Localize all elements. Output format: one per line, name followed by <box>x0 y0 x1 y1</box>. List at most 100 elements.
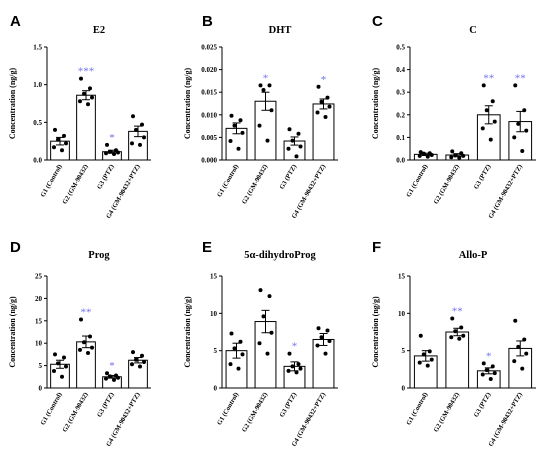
x-category-label: G3 (PTZ) <box>473 164 493 191</box>
data-point <box>427 349 432 354</box>
data-point <box>294 370 299 375</box>
x-category-label: G2 (GM-90432) <box>241 164 269 206</box>
data-point <box>138 364 142 369</box>
data-point <box>286 368 291 373</box>
data-point <box>315 110 320 115</box>
y-tick-label: 0.005 <box>201 134 217 142</box>
y-tick-label: 0.010 <box>201 111 217 119</box>
y-tick-label: 15 <box>210 273 218 281</box>
data-point <box>298 144 303 149</box>
data-point <box>240 352 245 357</box>
chart-panel-a: A E2 Concentration (ng/g) 0.0 0.5 1.0 1.5 G1 (C… <box>8 13 151 220</box>
data-point <box>79 76 83 81</box>
significance-marker: ** <box>483 72 494 84</box>
y-tick-label: 0.5 <box>396 44 405 52</box>
data-point <box>319 335 324 340</box>
y-tick-label: 15 <box>35 317 43 325</box>
data-point <box>450 316 455 321</box>
data-point <box>130 141 134 146</box>
panel-letter: C <box>372 13 383 30</box>
data-point <box>287 127 292 132</box>
y-tick-label: 0.4 <box>396 66 405 74</box>
data-point <box>290 364 295 369</box>
data-point <box>449 155 454 160</box>
significance-marker: * <box>109 132 115 144</box>
data-point <box>52 368 56 373</box>
data-point <box>516 121 521 126</box>
data-point <box>228 362 233 367</box>
x-category-label: G2 (GM-90432) <box>61 164 89 206</box>
y-tick-label: 0.0 <box>396 157 405 165</box>
bar <box>445 331 470 389</box>
y-tick-label: 0 <box>402 385 406 393</box>
data-point <box>316 84 321 89</box>
data-point <box>327 338 332 343</box>
data-point <box>522 337 527 342</box>
data-point <box>82 340 86 345</box>
y-tick-label: 5 <box>402 347 406 355</box>
y-tick-label: 0.5 <box>33 119 42 127</box>
data-point <box>429 153 434 158</box>
data-point <box>130 362 134 367</box>
data-point <box>524 351 529 356</box>
y-tick-label: 0.2 <box>396 111 405 119</box>
data-point <box>108 149 112 154</box>
data-point <box>488 137 493 142</box>
x-category-label: G4 (GM-90432+PTZ) <box>487 392 524 448</box>
data-point <box>323 115 328 120</box>
data-point <box>90 95 94 100</box>
data-point <box>461 333 466 338</box>
data-point <box>449 335 454 340</box>
data-point <box>516 344 521 349</box>
data-point <box>267 83 272 88</box>
data-point <box>298 366 303 371</box>
data-point <box>60 374 64 379</box>
data-point <box>258 83 263 88</box>
data-point <box>116 150 120 155</box>
data-point <box>296 362 301 367</box>
data-point <box>484 108 489 113</box>
data-point <box>294 154 299 159</box>
x-category-label: G3 (PTZ) <box>279 392 299 419</box>
data-point <box>327 104 332 109</box>
data-point <box>421 151 426 156</box>
y-tick-label: 1.5 <box>33 44 42 52</box>
y-axis-label: Concentration (ng/g) <box>371 68 380 140</box>
significance-marker: ** <box>81 306 92 318</box>
x-category-label: G1 (Control) <box>40 392 64 427</box>
data-point <box>82 91 86 96</box>
chart-title: 5α-dihydroProg <box>244 250 316 261</box>
data-point <box>112 151 116 156</box>
chart-panel-f: F Allo-P Concentration (ng/g) 0 5 10 15 G1 (Con… <box>371 239 536 448</box>
data-point <box>481 361 486 366</box>
data-point <box>453 329 458 334</box>
data-point <box>229 113 234 118</box>
panel-letter: E <box>202 239 212 256</box>
data-point <box>64 364 68 369</box>
data-point <box>229 331 234 336</box>
data-point <box>134 127 138 132</box>
y-tick-label: 0.025 <box>201 44 217 52</box>
data-point <box>53 127 57 132</box>
chart-panel-c: C C Concentration (ng/g) 0.0 0.1 0.2 0.3 0.4 0.5… <box>371 13 536 220</box>
data-point <box>52 145 56 150</box>
data-point <box>296 131 301 136</box>
data-point <box>258 288 263 293</box>
data-point <box>79 317 83 322</box>
data-point <box>323 351 328 356</box>
significance-marker: * <box>263 72 269 84</box>
data-point <box>522 108 527 113</box>
significance-marker: * <box>321 74 327 86</box>
data-point <box>492 371 497 376</box>
data-point <box>142 360 146 365</box>
x-category-label: G3 (PTZ) <box>473 392 493 419</box>
y-axis-label: Concentration (ng/g) <box>371 296 380 368</box>
chart-title: DHT <box>269 25 292 36</box>
data-point <box>232 346 237 351</box>
data-point <box>131 350 135 355</box>
data-point <box>78 99 82 104</box>
y-tick-label: 0.020 <box>201 66 217 74</box>
data-point <box>453 153 458 158</box>
bar <box>76 94 96 161</box>
data-point <box>140 353 144 358</box>
